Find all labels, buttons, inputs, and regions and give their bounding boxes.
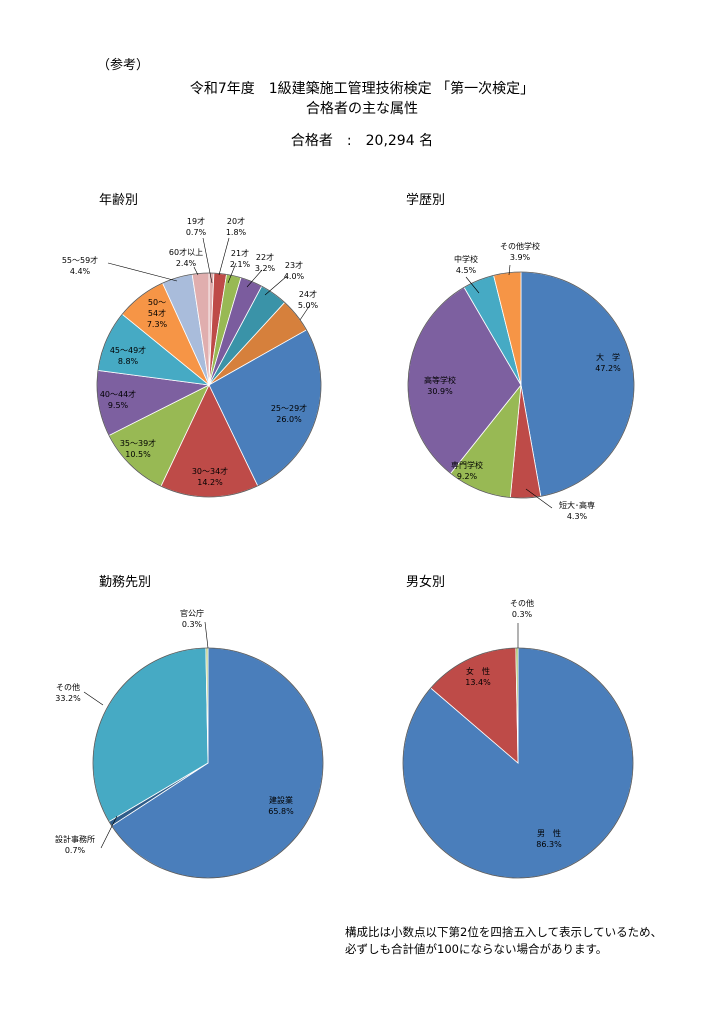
footnote-line-2: 必ずしも合計値が100にならない場合があります。 [345, 942, 608, 956]
education-pie [407, 271, 635, 499]
age-label-5: 24才 5.0% [298, 289, 319, 310]
workplace-leader-3 [204, 621, 209, 649]
age-label-2: 21才 2.1% [230, 248, 251, 269]
education-leader-5 [508, 264, 511, 276]
education-label-4: 中学校 4.5% [454, 254, 478, 275]
education-leader-4 [465, 276, 480, 294]
age-leader-12 [107, 262, 178, 282]
gender-label-2: その他 0.3% [510, 598, 534, 619]
age-leader-5 [299, 304, 311, 321]
page-title: 令和7年度 1級建築施工管理技術検定 「第一次検定」 [189, 81, 535, 97]
gender-label-1: 女 性 13.4% [465, 666, 491, 687]
workplace-chart-title: 勤務先別 [99, 575, 152, 590]
age-leader-13 [193, 266, 199, 276]
education-label-2: 専門学校 9.2% [451, 460, 483, 481]
age-label-1: 20才 1.8% [226, 216, 247, 237]
reference-note: （参考） [97, 58, 150, 73]
education-pie-outline [407, 271, 635, 499]
workplace-label-1: 設計事務所 0.7% [55, 834, 95, 855]
education-label-0: 大 学 47.2% [595, 352, 621, 373]
page-subtitle: 合格者の主な属性 [306, 101, 418, 117]
education-slice-0 [520, 271, 635, 497]
age-pie [96, 272, 322, 498]
age-leader-1 [218, 237, 230, 276]
age-leader-0 [202, 237, 213, 284]
age-label-9: 40～44才 9.5% [100, 389, 136, 410]
workplace-label-3: 官公庁 0.3% [180, 608, 204, 629]
age-label-7: 30～34才 14.2% [192, 466, 228, 487]
age-label-6: 25～29才 26.0% [271, 403, 307, 424]
age-label-4: 23才 4.0% [284, 260, 305, 281]
workplace-label-0: 建設業 65.8% [268, 795, 294, 816]
workplace-leader-2 [83, 691, 104, 706]
age-label-3: 22才 3.2% [255, 252, 276, 273]
total-passers: 合格者 : 20,294 名 [290, 133, 434, 149]
age-label-0: 19才 0.7% [186, 216, 207, 237]
education-chart-title: 学歴別 [406, 193, 446, 208]
age-label-12: 55～59才 4.4% [62, 255, 98, 276]
gender-pie [402, 647, 634, 879]
education-label-3: 高等学校 30.9% [424, 375, 456, 396]
age-pie-outline [96, 272, 322, 498]
age-label-10: 45～49才 8.8% [110, 345, 146, 366]
workplace-label-2: その他 33.2% [55, 682, 81, 703]
education-label-5: その他学校 3.9% [500, 241, 540, 262]
education-label-1: 短大･高専 4.3% [559, 500, 595, 521]
age-leader-4 [264, 275, 288, 296]
age-chart-title: 年齢別 [99, 193, 139, 208]
workplace-pie [92, 647, 324, 879]
footnote-line-1: 構成比は小数点以下第2位を四捨五入して表示しているため、 [345, 925, 663, 939]
age-label-13: 60才以上 2.4% [169, 247, 203, 268]
education-leader-1 [525, 488, 553, 509]
age-leader-3 [246, 269, 263, 288]
workplace-leader-1 [100, 815, 118, 849]
age-leader-2 [227, 262, 237, 284]
gender-chart-title: 男女別 [406, 575, 446, 590]
age-label-11: 50～ 54才 7.3% [147, 298, 168, 329]
age-label-8: 35～39才 10.5% [120, 438, 156, 459]
gender-label-0: 男 性 86.3% [536, 828, 562, 849]
